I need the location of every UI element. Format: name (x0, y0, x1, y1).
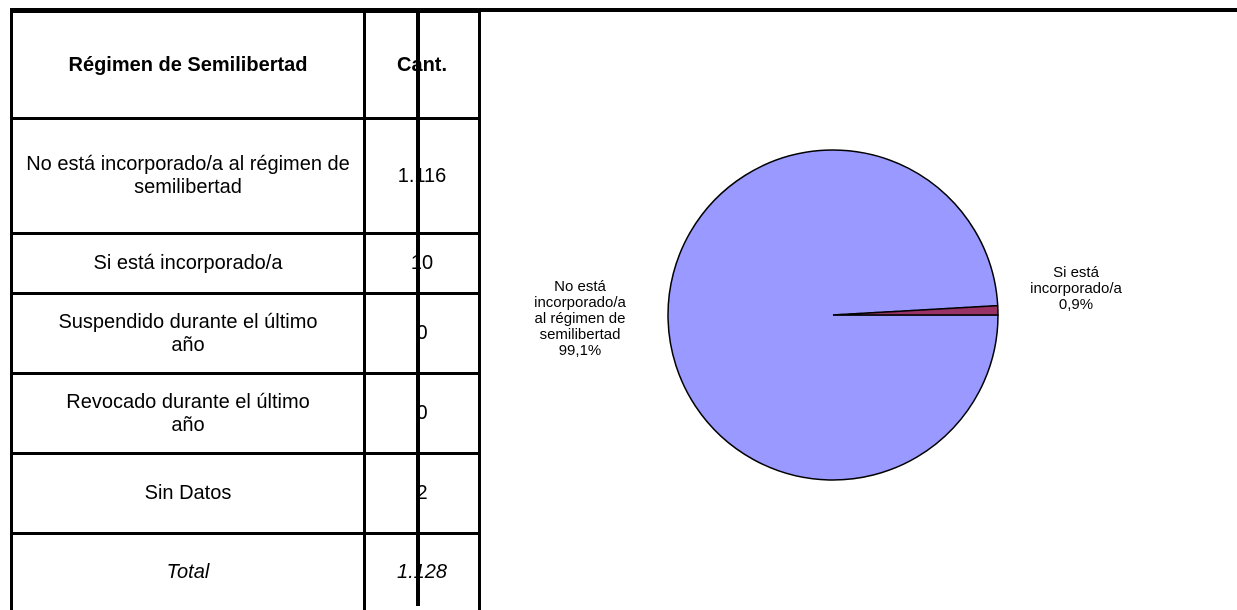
label-line: incorporado/a (1030, 280, 1122, 297)
row: No está incorporado/a al régimen de semi… (10, 117, 481, 235)
label-line: semilibertad (540, 326, 621, 343)
row: Suspendido durante el último año 0 (10, 292, 481, 375)
slice-value: 0,9% (1059, 296, 1093, 313)
slice-category: Si está incorporado/a (1030, 264, 1122, 297)
border (10, 8, 1237, 12)
slice-label: No está incorporado/a al régimen de semilib… (534, 278, 626, 359)
cell: 1.128 (363, 532, 481, 610)
cell: 10 (363, 232, 481, 295)
cell: Suspendido durante el último año (10, 292, 366, 375)
row: Si está incorporado/a 10 (10, 232, 481, 295)
cell: Total (10, 532, 366, 610)
pie-slice (832, 304, 999, 316)
cell: 2 (363, 452, 481, 535)
cell: Si está incorporado/a (10, 232, 366, 295)
header-cell: Cant. (363, 10, 481, 120)
cell: 0 (363, 372, 481, 455)
cell: 0 (363, 292, 481, 375)
cell: 1.116 (363, 117, 481, 235)
cell: Sin Datos (10, 452, 366, 535)
cell: Revocado durante el último año (10, 372, 366, 455)
label-line: No está (554, 278, 606, 295)
row: Revocado durante el último año 0 (10, 372, 481, 455)
row: Sin Datos 2 (10, 452, 481, 535)
label-line: Si está (1053, 264, 1100, 281)
slice-label: Si está incorporado/a 0,9% (1030, 264, 1122, 313)
header-cell: Régimen de Semilibertad (10, 10, 366, 120)
label-line: al régimen de (535, 310, 626, 327)
label-line: incorporado/a (534, 294, 626, 311)
total-row: Total 1.128 (10, 532, 481, 610)
cell: No está incorporado/a al régimen de semi… (10, 117, 366, 235)
slice-category: No está incorporado/a al régimen de semilib… (534, 278, 626, 343)
data-table: Régimen de Semilibertad Cant. No está in… (10, 10, 481, 610)
header-row: Régimen de Semilibertad Cant. (10, 10, 481, 120)
slice-value: 99,1% (559, 342, 602, 359)
